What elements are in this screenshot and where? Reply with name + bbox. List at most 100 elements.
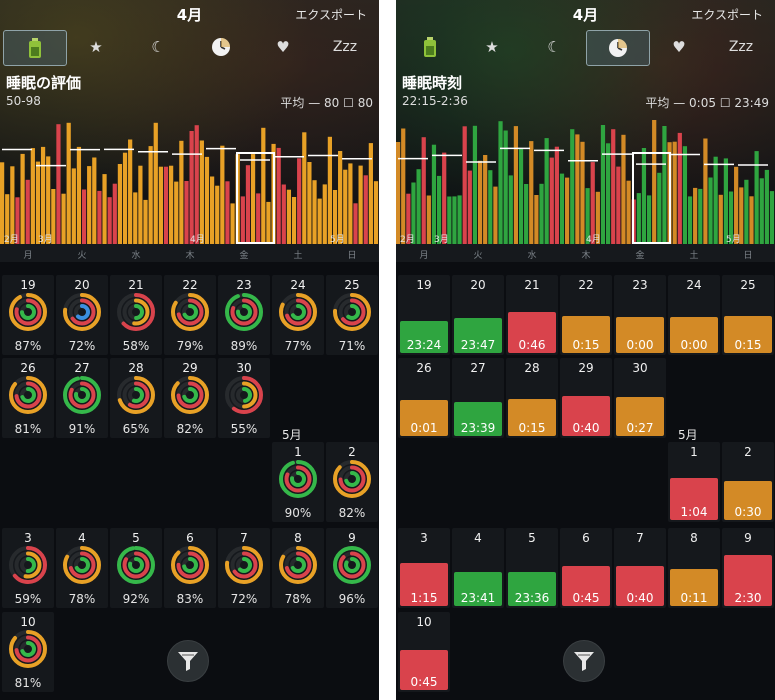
day-cell[interactable]: 26 0:01 [398,358,450,438]
day-cell[interactable]: 9 96% [326,528,378,608]
day-cell[interactable]: 2 0:30 [722,442,774,522]
metric-tabs: ★ ☾ ♥ Zzz [396,30,775,66]
filter-button[interactable] [563,640,605,682]
day-cell[interactable]: 1 90% [272,442,324,522]
day-cell[interactable]: 21 58% [110,275,162,355]
day-number: 5 [528,531,536,545]
sleep-score-rings [117,546,155,584]
export-button[interactable]: エクスポート [691,8,763,22]
day-cell[interactable]: 10 0:45 [398,612,450,692]
day-cell[interactable]: 4 23:41 [452,528,504,608]
chart-month-label: 5月 [726,234,741,244]
history-bar [590,162,595,244]
sleep-time-bar [670,568,718,606]
chart-month-label: 4月 [190,234,205,244]
day-cell[interactable]: 21 0:46 [506,275,558,355]
tab-heart-rate[interactable]: ♥ [648,30,710,64]
day-cell[interactable]: 23 89% [218,275,270,355]
day-cell[interactable]: 30 0:27 [614,358,666,438]
sleep-time-history-chart[interactable]: 2月 3月 4月 5月 [396,108,775,244]
day-cell[interactable]: 27 23:39 [452,358,504,438]
history-bar [457,195,462,244]
day-cell[interactable]: 19 87% [2,275,54,355]
sleep-score-rings [117,293,155,331]
selected-week-box [236,152,275,244]
tab-sleep-time[interactable] [190,30,252,64]
day-cell[interactable]: 3 59% [2,528,54,608]
day-cell[interactable]: 25 71% [326,275,378,355]
history-bar [117,164,123,244]
sleep-score-rings [63,376,101,414]
sleep-time-value: 0:15 [734,338,762,352]
tab-bedtime[interactable]: ☾ [523,30,585,64]
day-number: 7 [636,531,644,545]
sleep-score-value: 96% [338,592,366,606]
day-number: 4 [78,531,86,545]
day-cell[interactable]: 5 23:36 [506,528,558,608]
day-number: 25 [740,278,756,292]
filter-button[interactable] [167,640,209,682]
tab-snore[interactable]: Zzz [710,30,772,64]
day-cell[interactable]: 9 2:30 [722,528,774,608]
day-cell[interactable]: 29 82% [164,358,216,438]
day-cell[interactable]: 10 81% [2,612,54,692]
history-bar [565,177,570,244]
history-bar [744,179,749,244]
sleep-score-rings [171,376,209,414]
sleep-score-rings [279,293,317,331]
tab-sleep-time[interactable] [586,30,650,66]
history-bar [92,157,97,244]
tab-quality[interactable]: ★ [65,30,127,64]
tab-sleep-score[interactable] [399,30,461,64]
day-number: 20 [470,278,486,292]
day-cell[interactable]: 7 72% [218,528,270,608]
tab-quality[interactable]: ★ [461,30,523,64]
day-cell[interactable]: 28 65% [110,358,162,438]
sleep-score-history-chart[interactable]: 2月 3月 4月 5月 [0,108,379,244]
tab-snore[interactable]: Zzz [314,30,376,64]
history-bar [559,173,565,244]
sleep-time-bar [400,562,448,606]
day-cell[interactable]: 8 78% [272,528,324,608]
day-cell[interactable]: 19 23:24 [398,275,450,355]
day-cell[interactable]: 26 81% [2,358,54,438]
history-bar [61,193,66,244]
history-bar [220,145,225,244]
day-cell[interactable]: 2 82% [326,442,378,522]
tab-bedtime[interactable]: ☾ [127,30,189,64]
sleep-time-value: 0:00 [680,338,708,352]
day-cell[interactable]: 22 0:15 [560,275,612,355]
history-bar [508,175,513,244]
day-cell[interactable]: 24 0:00 [668,275,720,355]
battery-icon [29,38,41,58]
day-cell[interactable]: 25 0:15 [722,275,774,355]
day-cell[interactable]: 3 1:15 [398,528,450,608]
day-cell[interactable]: 23 0:00 [614,275,666,355]
day-cell[interactable]: 20 23:47 [452,275,504,355]
day-cell[interactable]: 22 79% [164,275,216,355]
sleep-score-rings [225,293,263,331]
sleep-score-value: 82% [338,506,366,520]
history-bar [51,189,56,244]
average-value: 80 [324,96,340,110]
day-cell[interactable]: 7 0:40 [614,528,666,608]
day-cell[interactable]: 8 0:11 [668,528,720,608]
day-cell[interactable]: 6 0:45 [560,528,612,608]
tab-sleep-score[interactable] [3,30,67,66]
sleep-score-rings [333,293,371,331]
export-button[interactable]: エクスポート [295,8,367,22]
day-cell[interactable]: 6 83% [164,528,216,608]
day-cell[interactable]: 24 77% [272,275,324,355]
day-cell[interactable]: 1 1:04 [668,442,720,522]
day-cell[interactable]: 4 78% [56,528,108,608]
day-cell[interactable]: 28 0:15 [506,358,558,438]
tab-heart-rate[interactable]: ♥ [252,30,314,64]
sleep-time-value: 23:24 [406,338,442,352]
sleep-time-value: 0:15 [572,338,600,352]
day-cell[interactable]: 20 72% [56,275,108,355]
day-cell[interactable]: 27 91% [56,358,108,438]
day-cell[interactable]: 30 55% [218,358,270,438]
day-cell[interactable]: 5 92% [110,528,162,608]
history-bar [209,176,215,244]
day-cell[interactable]: 29 0:40 [560,358,612,438]
